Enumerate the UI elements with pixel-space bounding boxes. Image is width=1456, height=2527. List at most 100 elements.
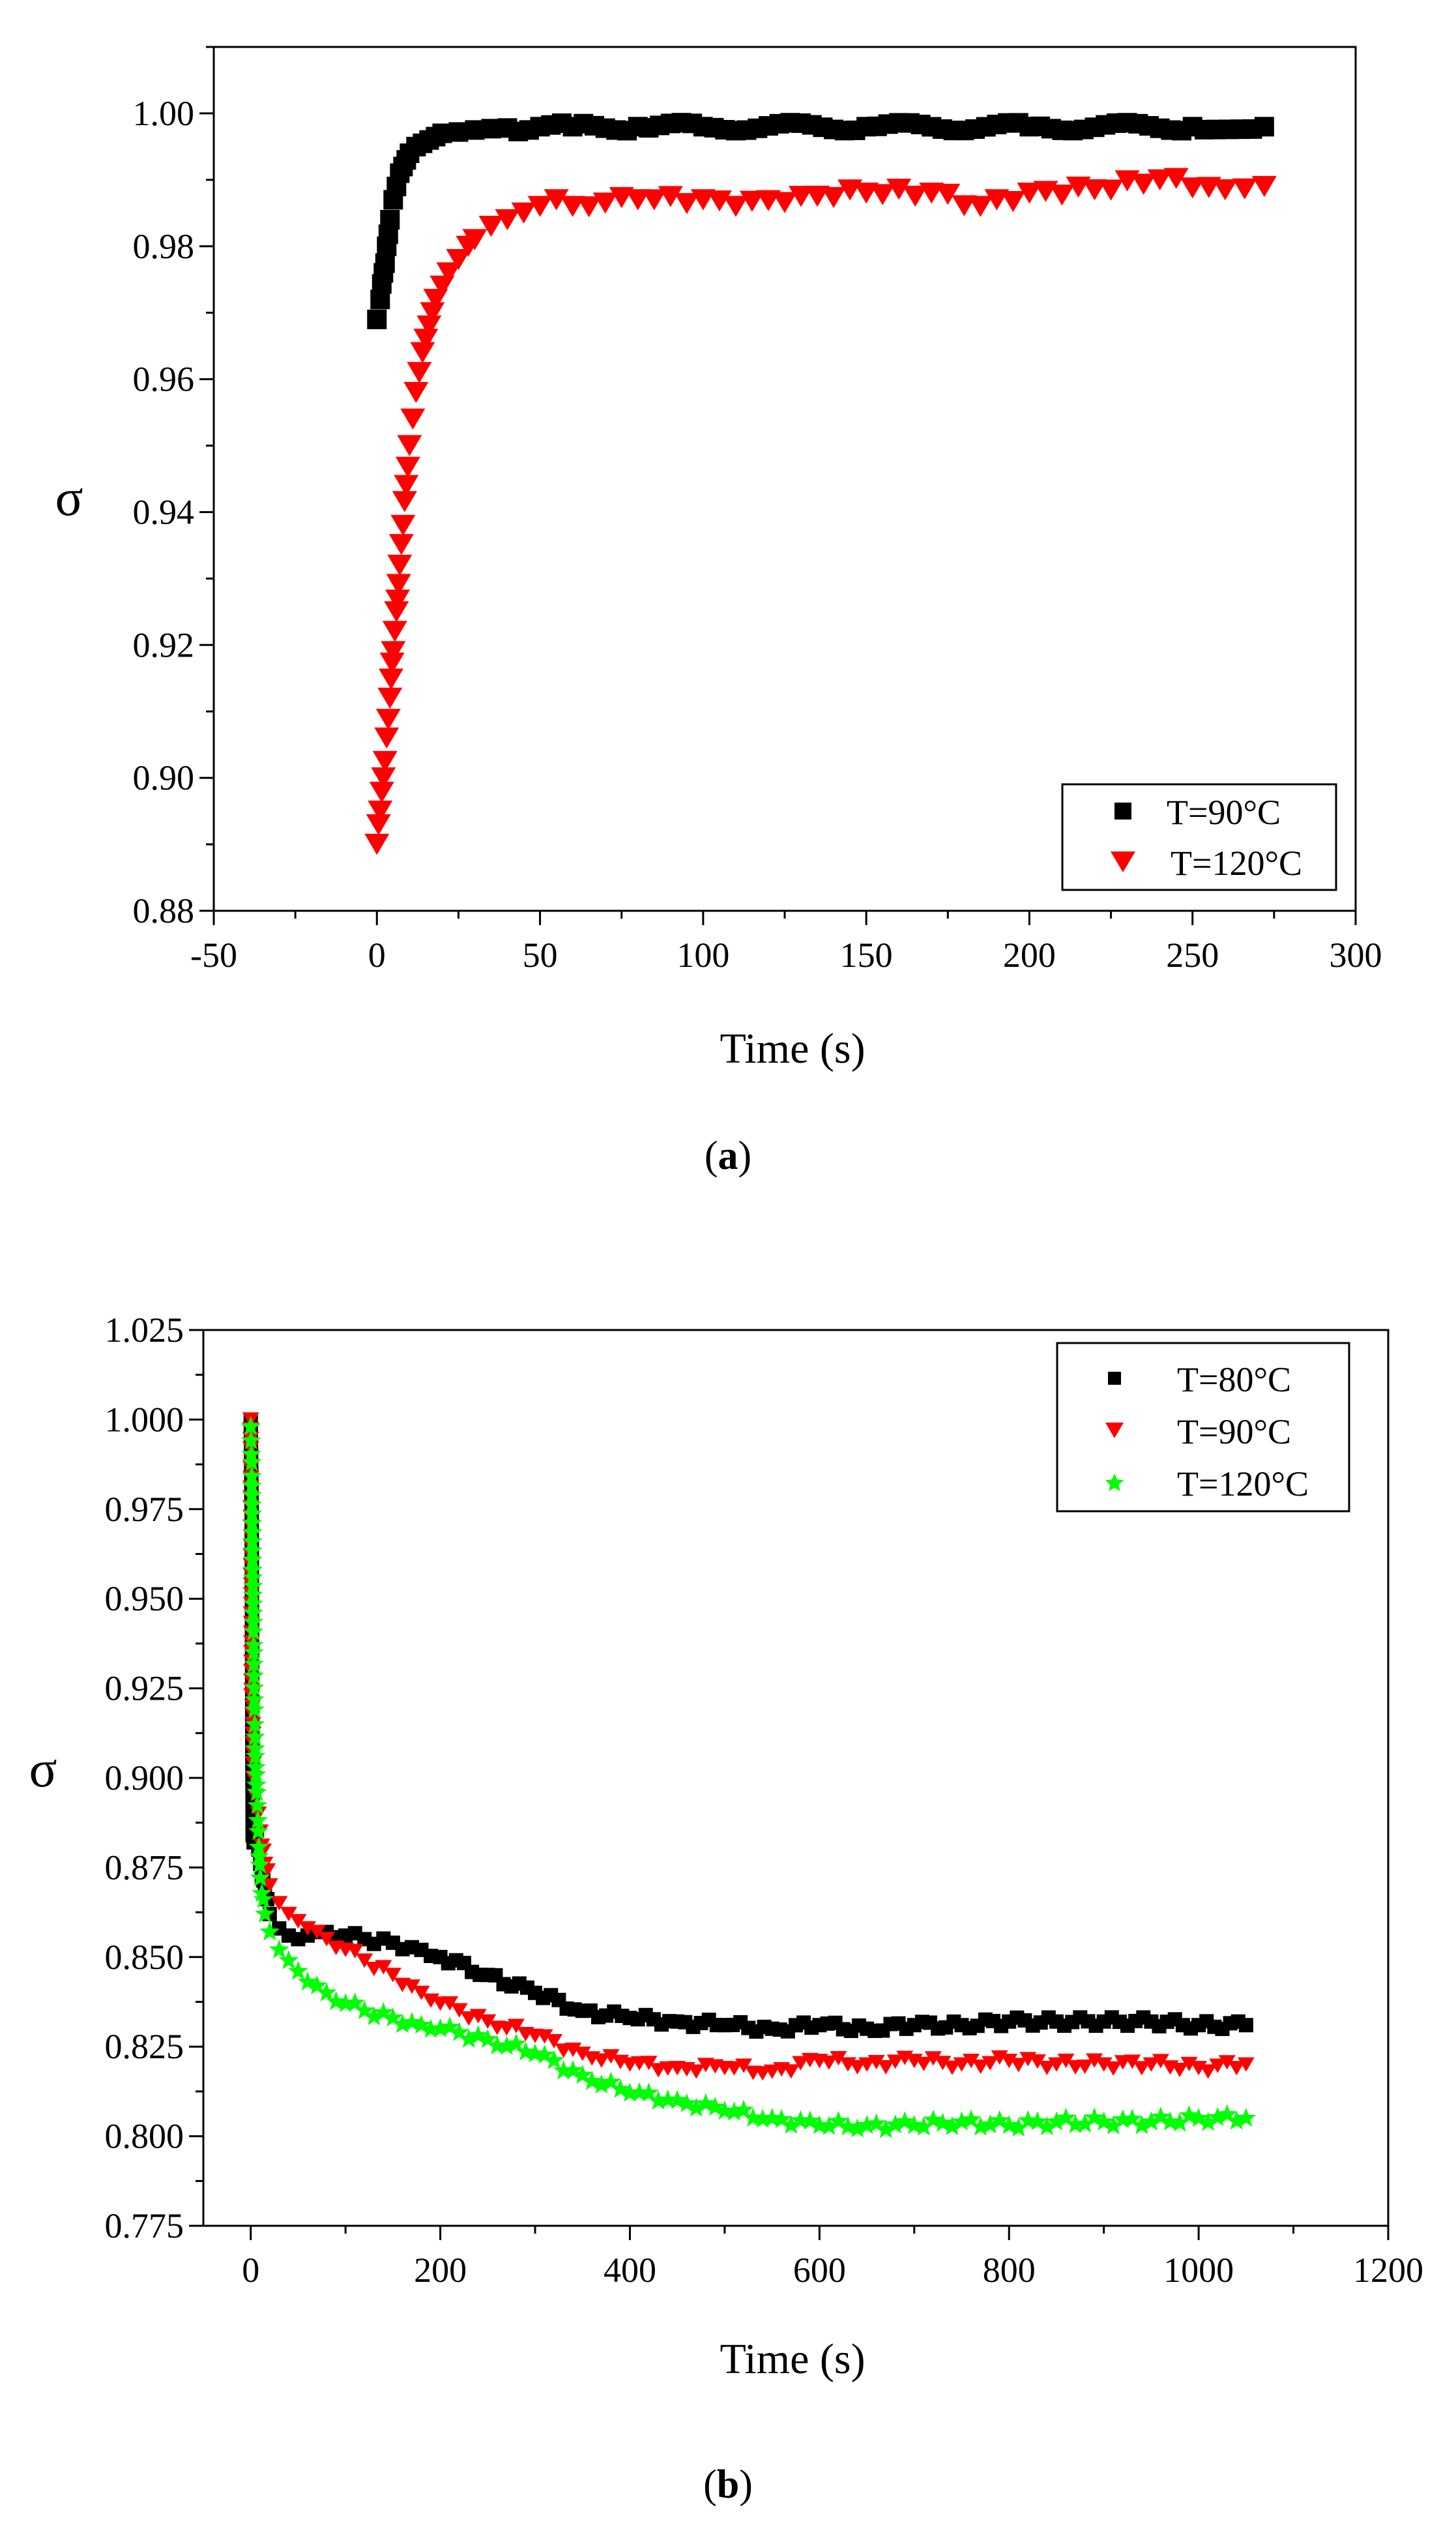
- data-point-t-90-c-dense: [1171, 2062, 1189, 2078]
- x-tick-label: 150: [840, 936, 893, 975]
- data-point-t-80-c: [1238, 2018, 1253, 2033]
- data-point-t-120-c-dense: [242, 1466, 262, 1485]
- data-point-t-90-c-dense: [375, 1960, 392, 1975]
- data-point-t-120-c: [403, 381, 429, 404]
- data-point-t-120-c-dense: [1198, 2112, 1218, 2131]
- data-point-t-120-c: [420, 302, 445, 323]
- data-point-t-90-c: [318, 1932, 336, 1947]
- data-point-t-120-c: [1236, 2108, 1257, 2127]
- caption-b: (b): [0, 2462, 1456, 2508]
- data-point-t-120-c: [259, 1921, 280, 1941]
- data-point-t-120-c: [288, 1960, 308, 1980]
- data-point-t-120-c-dense: [392, 491, 417, 512]
- data-point-t-90-c-dense: [460, 2011, 478, 2026]
- data-point-t-120-c-dense: [372, 750, 398, 773]
- data-point-t-120-c: [572, 2065, 593, 2084]
- data-point-t-120-c: [241, 1452, 262, 1471]
- legend-marker-a-120c: [1111, 851, 1135, 872]
- data-point-t-120-c-dense: [1207, 2106, 1228, 2126]
- data-point-t-120-c-dense: [242, 1503, 263, 1523]
- data-point-t-120-c: [410, 342, 435, 363]
- y-tick-label: 1.025: [105, 1310, 184, 1350]
- data-point-t-120-c: [968, 196, 993, 217]
- data-point-t-120-c: [690, 189, 716, 211]
- data-point-t-120-c-dense: [870, 184, 895, 205]
- data-point-t-120-c-dense: [724, 2101, 744, 2121]
- x-tick-label: 300: [1330, 936, 1382, 975]
- data-point-t-120-c: [407, 362, 432, 383]
- data-point-t-90-c-dense: [1086, 2053, 1103, 2068]
- data-point-t-120-c-dense: [386, 574, 411, 595]
- data-point-t-120-c: [1082, 179, 1107, 201]
- data-point-t-120-c: [354, 2000, 375, 2020]
- caption-a-close: ): [738, 1134, 752, 1178]
- data-point-t-120-c-dense: [250, 1854, 270, 1874]
- y-tick-label: 0.925: [105, 1669, 184, 1708]
- data-point-t-120-c: [430, 2018, 450, 2037]
- data-point-t-90-c-dense: [1133, 2061, 1150, 2076]
- data-point-t-120-c-dense: [648, 2090, 669, 2110]
- data-point-t-90-c-dense: [886, 2054, 904, 2069]
- data-point-t-120-c: [1017, 183, 1042, 204]
- data-point-t-120-c: [1251, 175, 1277, 198]
- legend-b: T=80°C T=90°C T=120°C: [1056, 1342, 1350, 1513]
- y-tick-label: 0.92: [133, 625, 195, 664]
- data-point-t-90-c-dense: [915, 2056, 933, 2071]
- data-point-t-120-c: [387, 554, 413, 576]
- caption-b-close: ): [739, 2462, 753, 2507]
- data-point-t-120-c: [789, 186, 814, 207]
- data-point-t-120-c: [544, 189, 569, 211]
- data-point-t-90-c-dense: [725, 2061, 743, 2076]
- data-point-t-120-c: [390, 514, 416, 536]
- legend-marker-b-80c: [1108, 1372, 1121, 1385]
- data-point-t-120-c: [856, 2115, 877, 2135]
- y-axis-ticks-b: 0.775 0.800 0.825 0.850 0.875 0.900 0.925 0.950…: [105, 1310, 203, 2245]
- data-point-t-90-c: [858, 2057, 876, 2072]
- data-point-t-120-c-dense: [246, 1782, 267, 1801]
- data-point-t-120-c-dense: [639, 2082, 659, 2102]
- data-point-t-120-c-dense: [828, 2110, 849, 2130]
- y-tick-label: 0.98: [133, 227, 195, 266]
- data-point-t-120-c-dense: [1049, 185, 1075, 206]
- data-point-t-120-c-dense: [534, 2045, 555, 2064]
- data-point-t-120-c-dense: [610, 2078, 631, 2098]
- data-point-t-120-c-dense: [544, 2050, 564, 2069]
- data-point-t-120-c-dense: [1131, 2115, 1152, 2135]
- x-tick-label: 50: [523, 936, 558, 975]
- data-point-t-120-c-dense: [369, 782, 394, 803]
- data-point-t-90-c-dense: [877, 2060, 895, 2075]
- data-point-t-90-c: [1237, 2057, 1255, 2072]
- x-tick-label: 1000: [1163, 2251, 1234, 2290]
- data-point-t-120-c-dense: [1000, 190, 1026, 213]
- x-axis-ticks-a: -50 0 50 100 150 200 250 300: [190, 911, 1382, 975]
- data-point-t-120-c: [560, 196, 585, 217]
- data-point-t-120-c-dense: [243, 1621, 264, 1640]
- data-point-t-90-c-dense: [1152, 2054, 1169, 2069]
- x-tick-label: 800: [983, 2251, 1036, 2290]
- data-point-t-120-c-dense: [506, 2033, 527, 2053]
- data-point-t-90-c-dense: [792, 2056, 809, 2071]
- data-point-t-90-c-dense: [963, 2054, 980, 2069]
- data-point-t-90-c-dense: [820, 2055, 837, 2070]
- data-point-t-120-c: [478, 216, 504, 237]
- data-point-t-120-c-dense: [1018, 2110, 1038, 2129]
- data-point-t-90-c-dense: [849, 2060, 866, 2075]
- data-point-t-120-c-dense: [1160, 2111, 1180, 2131]
- y-tick-label: 0.950: [105, 1579, 184, 1618]
- x-tick-label: 600: [793, 2251, 846, 2290]
- x-tick-label: 1200: [1353, 2251, 1423, 2290]
- data-point-t-120-c-dense: [1163, 168, 1189, 189]
- data-point-t-120-c-dense: [388, 534, 414, 555]
- data-point-t-120-c: [383, 2007, 403, 2027]
- x-tick-label: 200: [414, 2251, 467, 2290]
- data-point-t-90-c-dense: [1180, 2056, 1198, 2072]
- data-point-t-90-c-dense: [1076, 2060, 1094, 2075]
- data-point-t-120-c-dense: [800, 2110, 821, 2130]
- data-point-t-120-c-dense: [1122, 2108, 1143, 2128]
- data-point-t-120-c-dense: [706, 190, 732, 212]
- data-point-t-90-c: [298, 1921, 316, 1936]
- data-point-t-120-c: [250, 1867, 270, 1887]
- data-point-t-120-c-dense: [582, 2071, 602, 2090]
- data-point-t-90-c: [479, 2014, 497, 2029]
- data-points-a: [364, 113, 1277, 855]
